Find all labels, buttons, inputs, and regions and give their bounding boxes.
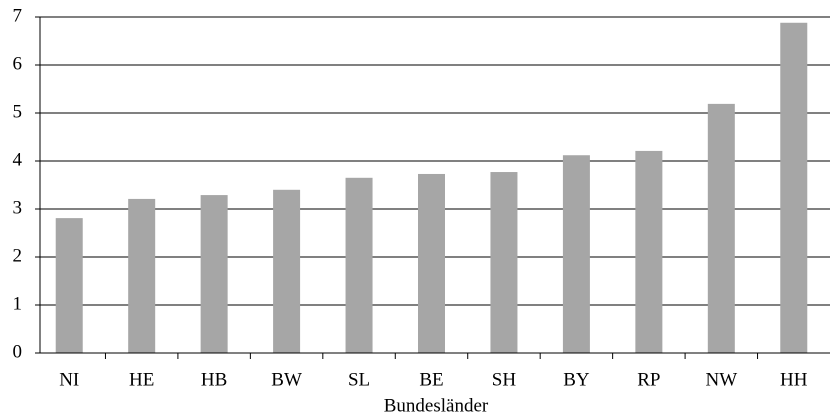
bar [490,172,518,353]
y-tick-label: 3 [13,197,23,218]
x-tick-label: BW [271,369,302,390]
x-tick-label: BE [419,369,443,390]
y-tick-label: 5 [13,101,23,122]
bar [128,198,156,353]
x-tick-label: HB [201,369,227,390]
bar [273,189,301,353]
bar [418,173,445,353]
bar [345,177,373,353]
y-tick-label: 7 [13,5,23,26]
x-tick-label: SL [348,369,370,390]
x-tick-label: BY [563,369,590,390]
bar [635,150,663,353]
bar [562,155,590,353]
x-tick-label: HE [129,369,154,390]
x-tick-label: SH [492,369,517,390]
y-tick-label: 2 [13,245,23,266]
y-tick-label: 1 [13,293,23,314]
y-tick-label: 0 [13,341,23,362]
bar [707,103,735,353]
y-tick-label: 6 [13,53,23,74]
x-tick-label: NW [705,369,737,390]
x-tick-label: NI [59,369,79,390]
bar [200,195,228,353]
x-tick-label: HH [780,369,808,390]
bar [780,22,808,353]
y-tick-label: 4 [13,149,23,170]
x-axis-label: Bundesländer [384,395,489,416]
x-tick-label: RP [637,369,660,390]
bar [55,218,83,353]
